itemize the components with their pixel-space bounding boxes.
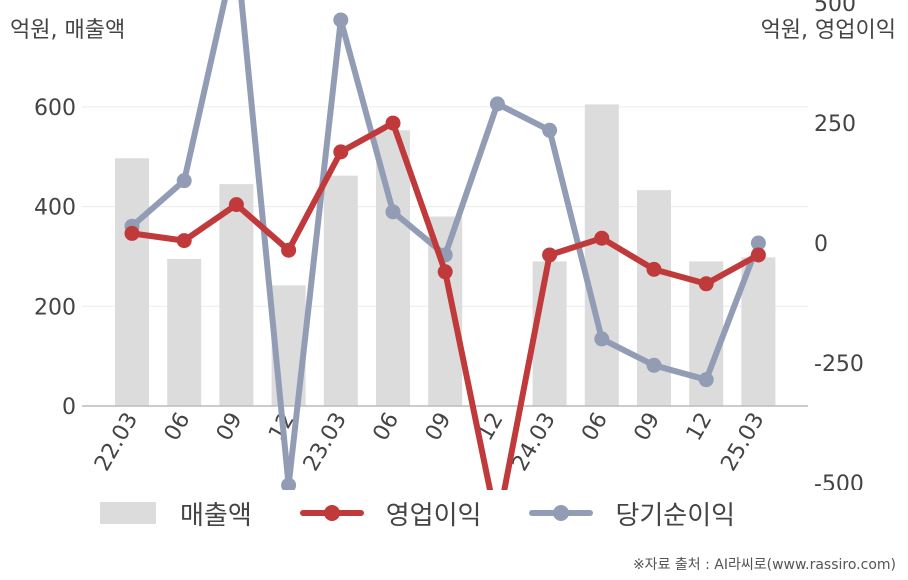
net-income-point <box>646 357 662 373</box>
right-tick-label: 250 <box>814 112 856 137</box>
operating-profit-point <box>542 247 558 263</box>
right-axis-unit: 억원, 영업이익 <box>760 18 896 43</box>
legend-label-operating-profit: 영업이익 <box>385 500 482 531</box>
net-income-point <box>489 96 505 112</box>
net-income-point <box>594 331 610 347</box>
net-income-point <box>698 372 714 388</box>
legend-swatch-revenue <box>100 502 156 524</box>
revenue-bar <box>323 175 358 406</box>
x-tick-label: 09 <box>212 409 248 446</box>
operating-profit-point <box>176 233 192 249</box>
x-tick-label: 22.03 <box>90 409 143 476</box>
right-tick-label: 500 <box>814 0 856 17</box>
revenue-bar <box>741 257 776 406</box>
x-tick-label: 23.03 <box>299 409 352 476</box>
chart-legend: 매출액 영업이익 당기순이익 <box>100 490 783 536</box>
x-tick-label: 06 <box>577 409 613 446</box>
revenue-bar <box>167 258 202 406</box>
right-tick-label: 0 <box>814 232 828 257</box>
net-income-point <box>281 477 297 490</box>
revenue-bar <box>115 158 149 406</box>
legend-swatch-operating-profit <box>299 502 364 524</box>
x-tick-label: 09 <box>421 409 457 446</box>
net-income-point <box>176 173 192 189</box>
operating-profit-point <box>281 242 297 258</box>
legend-item-operating-profit: 영업이익 <box>299 495 482 532</box>
legend-swatch-net-income <box>529 502 594 524</box>
x-tick-label: 06 <box>160 409 196 446</box>
net-income-point <box>333 12 349 28</box>
revenue-bar <box>532 261 567 406</box>
x-tick-label: 09 <box>630 409 666 446</box>
combo-chart: 0 200 400 600 -500 -250 0 250 500 22.03 06 09 12 23.0… <box>34 0 864 490</box>
legend-item-net-income: 당기순이익 <box>529 495 735 532</box>
operating-profit-point <box>646 261 662 277</box>
net-income-point <box>750 235 766 251</box>
operating-profit-point <box>698 276 714 292</box>
left-axis-unit: 억원, 매출액 <box>10 18 126 43</box>
left-tick-label: 400 <box>34 196 76 221</box>
net-income-point <box>542 122 558 138</box>
operating-profit-point <box>750 247 766 263</box>
revenue-bar <box>219 184 254 406</box>
left-tick-label: 200 <box>34 295 76 320</box>
net-income-point <box>385 204 401 220</box>
legend-label-revenue: 매출액 <box>180 500 252 531</box>
x-tick-label: 12 <box>682 409 718 446</box>
right-tick-label: -250 <box>814 352 864 377</box>
left-tick-label: 0 <box>62 395 76 420</box>
revenue-bar <box>637 190 671 406</box>
operating-profit-point <box>124 225 140 241</box>
x-tick-label: 25.03 <box>716 409 769 476</box>
operating-profit-point <box>437 264 453 280</box>
legend-label-net-income: 당기순이익 <box>615 500 736 531</box>
operating-profit-point <box>333 144 349 160</box>
operating-profit-point <box>228 197 244 213</box>
source-credit: ※자료 출처 : AI라씨로(www.rassiro.com) <box>632 557 896 573</box>
revenue-bar <box>584 104 619 406</box>
right-tick-label: -500 <box>814 472 864 490</box>
x-tick-label: 06 <box>369 409 405 446</box>
legend-item-revenue: 매출액 <box>100 495 252 532</box>
operating-profit-point <box>594 230 610 246</box>
operating-profit-point <box>385 115 401 131</box>
left-tick-label: 600 <box>34 96 76 121</box>
